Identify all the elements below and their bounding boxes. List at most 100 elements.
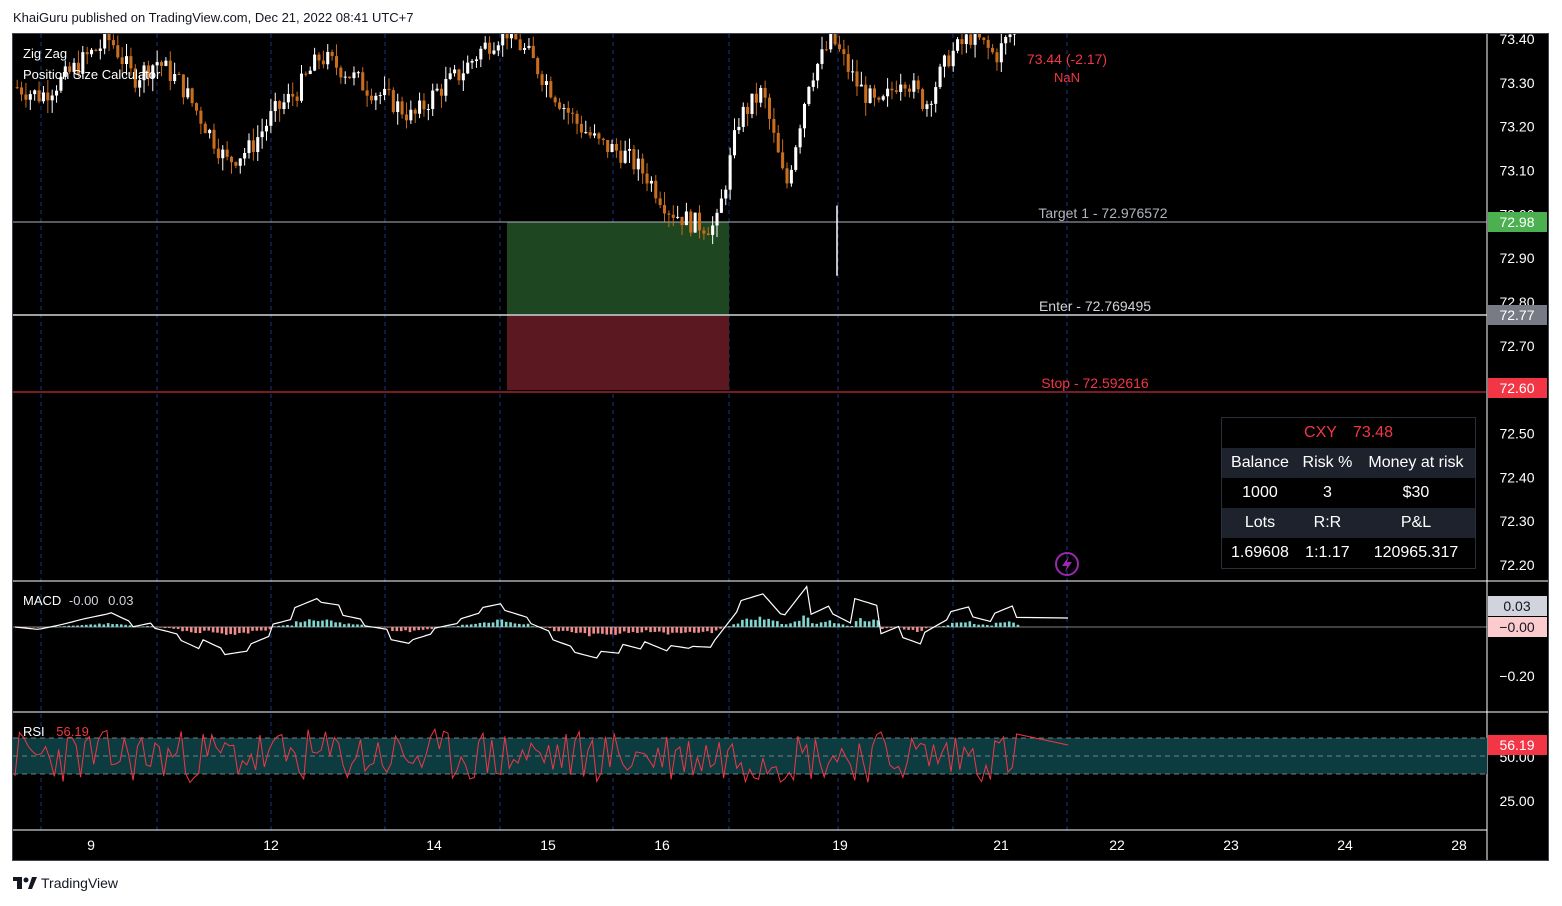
candle-body [453,69,457,74]
candle-body [881,96,885,100]
macd-bar [137,626,141,628]
macd-bar [504,621,508,627]
macd-bar [526,623,530,627]
price-axis[interactable]: 73.4073.3073.2073.1073.0072.9072.8072.70… [1499,34,1534,573]
macd-bar [163,627,167,629]
macd-bar [531,626,534,627]
macd-bar [128,625,132,627]
macd-bar [745,618,749,627]
indicator-zigzag-title[interactable]: Zig Zag [23,46,68,61]
candle-body [492,50,496,54]
candle-body [886,88,890,97]
table-value-money: $30 [1402,484,1430,501]
macd-bar [797,620,801,627]
table-header-money: Money at risk [1368,454,1464,471]
candle-body [593,133,597,136]
candle-body [942,55,946,67]
macd-bar [566,627,569,631]
macd-bar [159,627,162,628]
candle-body [558,102,562,109]
candle-body [247,140,251,154]
candle-body [575,113,579,124]
candle-body [741,106,745,127]
candle-body [55,90,59,96]
macd-bar [496,619,499,627]
stop-badge [1488,378,1547,398]
candle-body [72,62,76,72]
macd-bar [609,627,613,635]
candle-body [225,149,229,157]
candle-body [396,101,400,113]
candle-body [702,230,706,234]
candle-body [181,74,185,98]
time-tick: 22 [1109,837,1125,853]
macd-bar [999,622,1002,627]
macd-bar [561,627,565,631]
candle-body [960,39,964,45]
macd-bar [290,625,294,627]
candle-body [645,173,649,184]
candle-body [662,204,667,214]
chart-canvas[interactable]: Target 1 - 72.976572 Enter - 72.769495 S… [13,34,1549,861]
candle-body [907,88,911,92]
candle-body [37,90,41,102]
macd-bar [150,626,154,627]
candle-body [374,95,378,101]
candle-body [544,81,548,85]
indicator-psc-title[interactable]: Position Size Calculator [23,67,161,82]
candle-body [383,88,387,96]
candle-body [361,72,365,91]
macd-bar [474,623,477,627]
macd-bar [548,627,552,629]
time-axis[interactable]: 9 12 14 15 16 19 21 22 23 24 28 [87,837,1467,853]
lightning-icon[interactable] [1055,552,1079,576]
candle-body [339,67,343,78]
candle-body [921,89,925,109]
macd-bar [815,623,819,627]
candle-body [256,137,260,153]
candle-body [969,34,973,45]
macd-bar [907,627,910,630]
macd-bar [872,619,875,627]
candle-body [566,107,570,113]
chart-frame[interactable]: Target 1 - 72.976572 Enter - 72.769495 S… [12,33,1549,861]
candle-body [811,80,815,87]
candle-body [785,168,789,184]
macd-bar [767,618,770,627]
candle-body [488,42,492,54]
macd-signal-badge [1488,617,1547,637]
candle-body [151,65,155,79]
rsi-legend-value: 56.19 [56,724,89,739]
macd-bar [378,627,381,628]
macd-bar [867,621,871,627]
candle-body [767,97,772,119]
macd-bar [465,624,469,627]
macd-bar [981,624,985,627]
candle-body [334,56,339,68]
candle-body [746,106,750,114]
macd-bar [224,627,228,635]
candle-body [929,103,933,105]
macd-bar [198,627,202,634]
rsi-line [14,727,1069,784]
macd-bar [911,627,915,630]
macd-bar [898,626,902,628]
candle-body [68,66,72,72]
footer-brand[interactable]: TradingView [13,875,118,891]
macd-legend[interactable]: MACD -0.00 0.03 [23,593,133,608]
position-size-table: CXY 73.48 Balance Risk % Money at risk 1… [1221,417,1476,569]
macd-bar [312,620,316,627]
candle-body [103,34,107,49]
macd-bar [727,626,731,627]
macd-bar [924,627,928,629]
macd-bar [649,627,652,633]
rsi-legend[interactable]: RSI 56.19 [23,724,89,739]
candle-body [291,93,295,97]
price-tick: 73.20 [1499,119,1534,135]
candle-body [146,65,150,79]
rsi-axis-tick-25: 25.00 [1499,793,1534,809]
candle-body [308,70,312,74]
macd-bar [841,624,845,627]
macd-bar [469,624,473,627]
price-tick: 72.70 [1499,338,1534,354]
